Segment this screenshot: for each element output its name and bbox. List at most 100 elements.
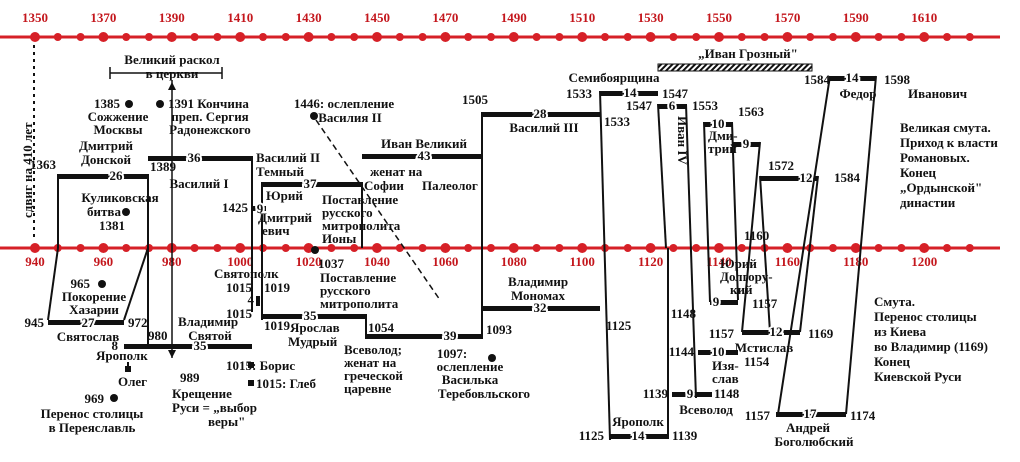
top-axis-tick-dot bbox=[235, 32, 246, 42]
top-axis-tick-dot bbox=[418, 33, 427, 41]
e965-year: 965 bbox=[71, 276, 91, 291]
top-axis-tick-dot bbox=[669, 33, 678, 41]
fedor-connector bbox=[777, 75, 831, 415]
vladimir-bar bbox=[148, 344, 252, 349]
top-axis-tick-dot bbox=[464, 33, 473, 41]
vasily1-name: Василий I bbox=[169, 176, 228, 191]
izyaslav-1: Изя- bbox=[712, 358, 739, 373]
top-axis-tick-dot bbox=[166, 32, 177, 42]
bottom-axis-tick-dot bbox=[213, 244, 222, 252]
bottom-axis-year-1200: 1200 bbox=[911, 254, 937, 269]
baptism-1: Крещение bbox=[172, 386, 232, 401]
simeon-bar bbox=[760, 176, 818, 181]
yuri-bar bbox=[252, 206, 266, 211]
top-axis-tick-dot bbox=[760, 33, 769, 41]
yaropolk-bar bbox=[124, 344, 148, 349]
top-axis-tick-dot bbox=[623, 33, 632, 41]
yuri-d-start: 1148 bbox=[671, 306, 697, 321]
andrey-len: 17 bbox=[804, 406, 818, 421]
kulikovo-1: Куликовская bbox=[81, 190, 158, 205]
svyatopolk-start-2: 1015 bbox=[226, 306, 253, 321]
bottom-axis-tick-dot bbox=[919, 243, 930, 253]
schism-title: Великий раскол bbox=[124, 52, 219, 67]
fedor-len: 14 bbox=[846, 70, 860, 85]
andrey-end: 1174 bbox=[850, 408, 876, 423]
top-axis-tick-dot bbox=[145, 33, 153, 41]
andrey-bar bbox=[776, 412, 846, 417]
top-axis-tick-dot bbox=[965, 33, 974, 41]
yaroslav-len: 35 bbox=[304, 308, 318, 323]
yaropolk2-name: Ярополк bbox=[612, 414, 664, 429]
monomakh-end: 1125 bbox=[606, 318, 632, 333]
izyaslav-bar bbox=[698, 350, 738, 355]
svyatoslav-len: 27 bbox=[82, 315, 96, 330]
simeon-len: 12 bbox=[800, 170, 813, 185]
vsevolod-bar bbox=[366, 334, 482, 339]
e969-2: в Переяславль bbox=[49, 420, 136, 435]
note-bottom-6: Киевской Руси bbox=[874, 369, 962, 384]
yuri-d-bar bbox=[710, 300, 738, 305]
note-bottom-1: Смута. bbox=[874, 294, 915, 309]
andrey-2: Боголюбский bbox=[775, 434, 854, 449]
bottom-axis-year-labels: 9409609801000102010401060108011001120114… bbox=[25, 254, 937, 269]
boyar-connector bbox=[599, 90, 611, 441]
bottom-axis-tick-dot bbox=[692, 244, 701, 252]
svyatopolk-name: Святополк bbox=[214, 266, 279, 281]
bottom-axis-tick-dot bbox=[487, 244, 495, 252]
yaropolk-name: Ярополк bbox=[96, 348, 148, 363]
top-axis-tick-dot bbox=[645, 32, 656, 42]
vasily2-name-1: Василий II bbox=[256, 150, 320, 165]
top-axis-tick-dot bbox=[98, 32, 109, 42]
fedor-name-1: Федор bbox=[839, 86, 876, 101]
bottom-axis-year-1100: 1100 bbox=[570, 254, 595, 269]
top-axis-tick-dot bbox=[897, 33, 906, 41]
bottom-axis-tick-dot bbox=[440, 243, 451, 253]
sofia-1: женат на bbox=[370, 164, 423, 179]
svyatoslav-connector bbox=[47, 247, 59, 321]
e1160-year: 1160 bbox=[744, 228, 769, 243]
vsevolod-2: женат на bbox=[344, 355, 397, 370]
yaropolk2-bar bbox=[610, 434, 668, 439]
vasily3-start: 1505 bbox=[462, 92, 489, 107]
kulikovo-year: 1381 bbox=[99, 218, 125, 233]
e1391-text-2: Радонежского bbox=[169, 122, 251, 137]
note-top-5: „Ордынской" bbox=[900, 180, 982, 195]
top-axis-tick-dot bbox=[395, 33, 404, 41]
kulikovo-dot bbox=[122, 208, 130, 216]
blinding-dashed-link bbox=[315, 119, 441, 301]
dmitry-b-bar bbox=[704, 122, 732, 127]
yuri-d-1: Юрий bbox=[720, 256, 757, 271]
kulikovo-2: битва bbox=[87, 204, 121, 219]
e1391-year: 1391 Кончина bbox=[168, 96, 249, 111]
simeon-start: 1572 bbox=[768, 158, 794, 173]
bottom-axis-year-1180: 1180 bbox=[843, 254, 868, 269]
bottom-axis-tick-dot bbox=[623, 244, 632, 252]
metro1037-3: митрополита bbox=[320, 296, 399, 311]
bottom-axis-year-1160: 1160 bbox=[775, 254, 800, 269]
e1385-dot bbox=[125, 100, 133, 108]
ivan3-len: 43 bbox=[418, 148, 432, 163]
top-axis-tick-dot bbox=[122, 33, 131, 41]
yaroslav-start: 1019 bbox=[264, 318, 291, 333]
ivan5-connector bbox=[741, 141, 761, 333]
e965-2: Хазарии bbox=[69, 302, 119, 317]
bottom-axis-year-markers bbox=[30, 243, 974, 253]
top-axis-year-markers bbox=[30, 32, 974, 42]
vasily1-start: 1389 bbox=[150, 159, 177, 174]
yuri-d-len: 9 bbox=[713, 294, 720, 309]
bottom-axis-tick-dot bbox=[850, 243, 861, 253]
bottom-axis-tick-dot bbox=[76, 244, 85, 252]
top-axis-tick-dot bbox=[829, 33, 837, 41]
top-axis-tick-dot bbox=[555, 33, 564, 41]
e989-year: 989 bbox=[180, 370, 200, 385]
bottom-axis-tick-dot bbox=[782, 243, 793, 253]
bottom-axis-tick-dot bbox=[122, 244, 131, 252]
vsevolod-4: царевне bbox=[344, 381, 392, 396]
bottom-axis-year-1060: 1060 bbox=[432, 254, 458, 269]
andrey-start: 1157 bbox=[745, 408, 771, 423]
top-axis-tick-dot bbox=[213, 33, 222, 41]
bottom-axis-tick-dot bbox=[327, 244, 336, 252]
top-axis-tick-dot bbox=[874, 33, 883, 41]
yuri-name: Юрий bbox=[266, 188, 303, 203]
